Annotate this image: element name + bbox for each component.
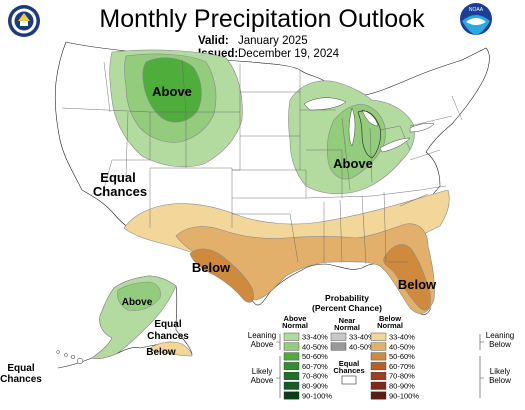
legend-leaning-below-2: Below xyxy=(489,340,511,349)
legend-swatches: 33-40%40-50%50-60%60-70%70-80%80-90%90-1… xyxy=(283,332,419,400)
label-alaska-above: Above xyxy=(122,297,153,308)
legend-swatch-above-1 xyxy=(283,332,300,341)
legend-col-below-2: Normal xyxy=(377,321,403,330)
legend-title-1: Probability xyxy=(325,293,369,303)
shade-southeast-below-50 xyxy=(383,244,431,311)
noaa-logo: NOAA xyxy=(460,3,492,35)
legend-col-above-1: Above xyxy=(284,314,307,323)
page-title: Monthly Precipitation Outlook xyxy=(99,5,425,33)
legend-range-below-5: 70-80% xyxy=(389,372,415,381)
issued-value: December 19, 2024 xyxy=(238,48,340,60)
label-plains-above: Above xyxy=(152,84,192,99)
label-equal-chances-2: Chances xyxy=(93,184,147,199)
legend-leaning-above-1: Leaning xyxy=(248,331,276,340)
legend-col-below-1: Below xyxy=(379,314,401,323)
legend-range-above-6: 80-90% xyxy=(302,382,328,391)
shade-gulf-below-50-west xyxy=(189,248,254,303)
legend-swatch-above-3 xyxy=(283,352,300,361)
valid-value: January 2025 xyxy=(238,35,308,47)
noaa-logo-text: NOAA xyxy=(469,7,484,13)
legend-swatch-below-4 xyxy=(370,362,387,371)
shade-alaska-below-33 xyxy=(149,341,193,357)
hawaii-islands xyxy=(56,350,84,365)
legend-equal-chances-2: Chances xyxy=(333,366,364,375)
legend-swatch-above-6 xyxy=(283,381,300,390)
legend-range-above-4: 60-70% xyxy=(302,362,328,371)
legend: Probability (Percent Chance) Above Norma… xyxy=(248,293,514,400)
legend-range-near-2: 40-50% xyxy=(349,342,375,351)
legend-likely-below-1: Likely xyxy=(490,367,510,376)
alaska-aleutians xyxy=(57,357,93,369)
legend-range-below-3: 50-60% xyxy=(389,352,415,361)
legend-range-below-4: 60-70% xyxy=(389,362,415,371)
shade-alaska-above-40 xyxy=(117,281,161,311)
legend-likely-above-1: Likely xyxy=(252,367,272,376)
legend-swatch-above-2 xyxy=(283,342,300,351)
legend-col-near-2: Normal xyxy=(334,323,360,332)
shade-plains-above-50 xyxy=(142,57,202,123)
legend-range-below-2: 40-50% xyxy=(389,342,415,351)
legend-range-below-1: 33-40% xyxy=(389,333,415,342)
legend-swatch-below-7 xyxy=(370,391,387,400)
legend-likely-below-2: Below xyxy=(489,376,511,385)
label-alaska-equal-1: Equal xyxy=(154,319,181,330)
label-hawaii-equal-1: Equal xyxy=(7,363,34,374)
label-southeast-below: Below xyxy=(398,277,437,292)
doc-seal-logo xyxy=(8,5,40,37)
legend-leaning-above-2: Above xyxy=(251,340,274,349)
legend-likely-above-2: Above xyxy=(251,376,274,385)
legend-range-near-1: 33-40% xyxy=(349,333,375,342)
legend-swatch-below-3 xyxy=(370,352,387,361)
legend-swatch-near-2 xyxy=(330,342,347,351)
legend-leaning-below-1: Leaning xyxy=(486,331,514,340)
legend-range-above-1: 33-40% xyxy=(302,333,328,342)
legend-range-above-7: 90-100% xyxy=(302,391,332,400)
label-alaska-below: Below xyxy=(146,347,176,358)
label-south-below: Below xyxy=(192,260,231,275)
legend-col-above-2: Normal xyxy=(282,321,308,330)
legend-equal-chances-swatch xyxy=(341,375,357,385)
legend-equal-chances-1: Equal xyxy=(339,359,359,368)
label-alaska-equal-2: Chances xyxy=(147,331,189,342)
valid-label: Valid: xyxy=(198,35,229,47)
legend-swatch-below-5 xyxy=(370,372,387,380)
shade-south-below-40 xyxy=(175,223,435,314)
label-lakes-above: Above xyxy=(333,156,373,171)
great-lakes xyxy=(303,97,435,153)
legend-swatch-above-4 xyxy=(283,362,300,371)
legend-range-below-6: 80-90% xyxy=(389,382,415,391)
legend-title-2: (Percent Chance) xyxy=(312,303,382,313)
label-hawaii-equal-2: Chances xyxy=(0,374,42,385)
legend-swatch-below-2 xyxy=(370,342,387,351)
legend-swatch-below-6 xyxy=(370,381,387,390)
label-equal-chances-1: Equal xyxy=(100,170,135,185)
legend-swatch-above-7 xyxy=(283,391,300,400)
legend-range-above-5: 70-80% xyxy=(302,372,328,381)
michigan-outline xyxy=(357,110,381,159)
legend-range-above-2: 40-50% xyxy=(302,342,328,351)
legend-swatch-below-1 xyxy=(370,332,387,341)
legend-swatch-above-5 xyxy=(283,372,300,380)
legend-swatch-near-1 xyxy=(330,332,347,341)
legend-col-near-1: Near xyxy=(339,316,356,325)
legend-range-below-7: 90-100% xyxy=(389,391,419,400)
legend-range-above-3: 50-60% xyxy=(302,352,328,361)
